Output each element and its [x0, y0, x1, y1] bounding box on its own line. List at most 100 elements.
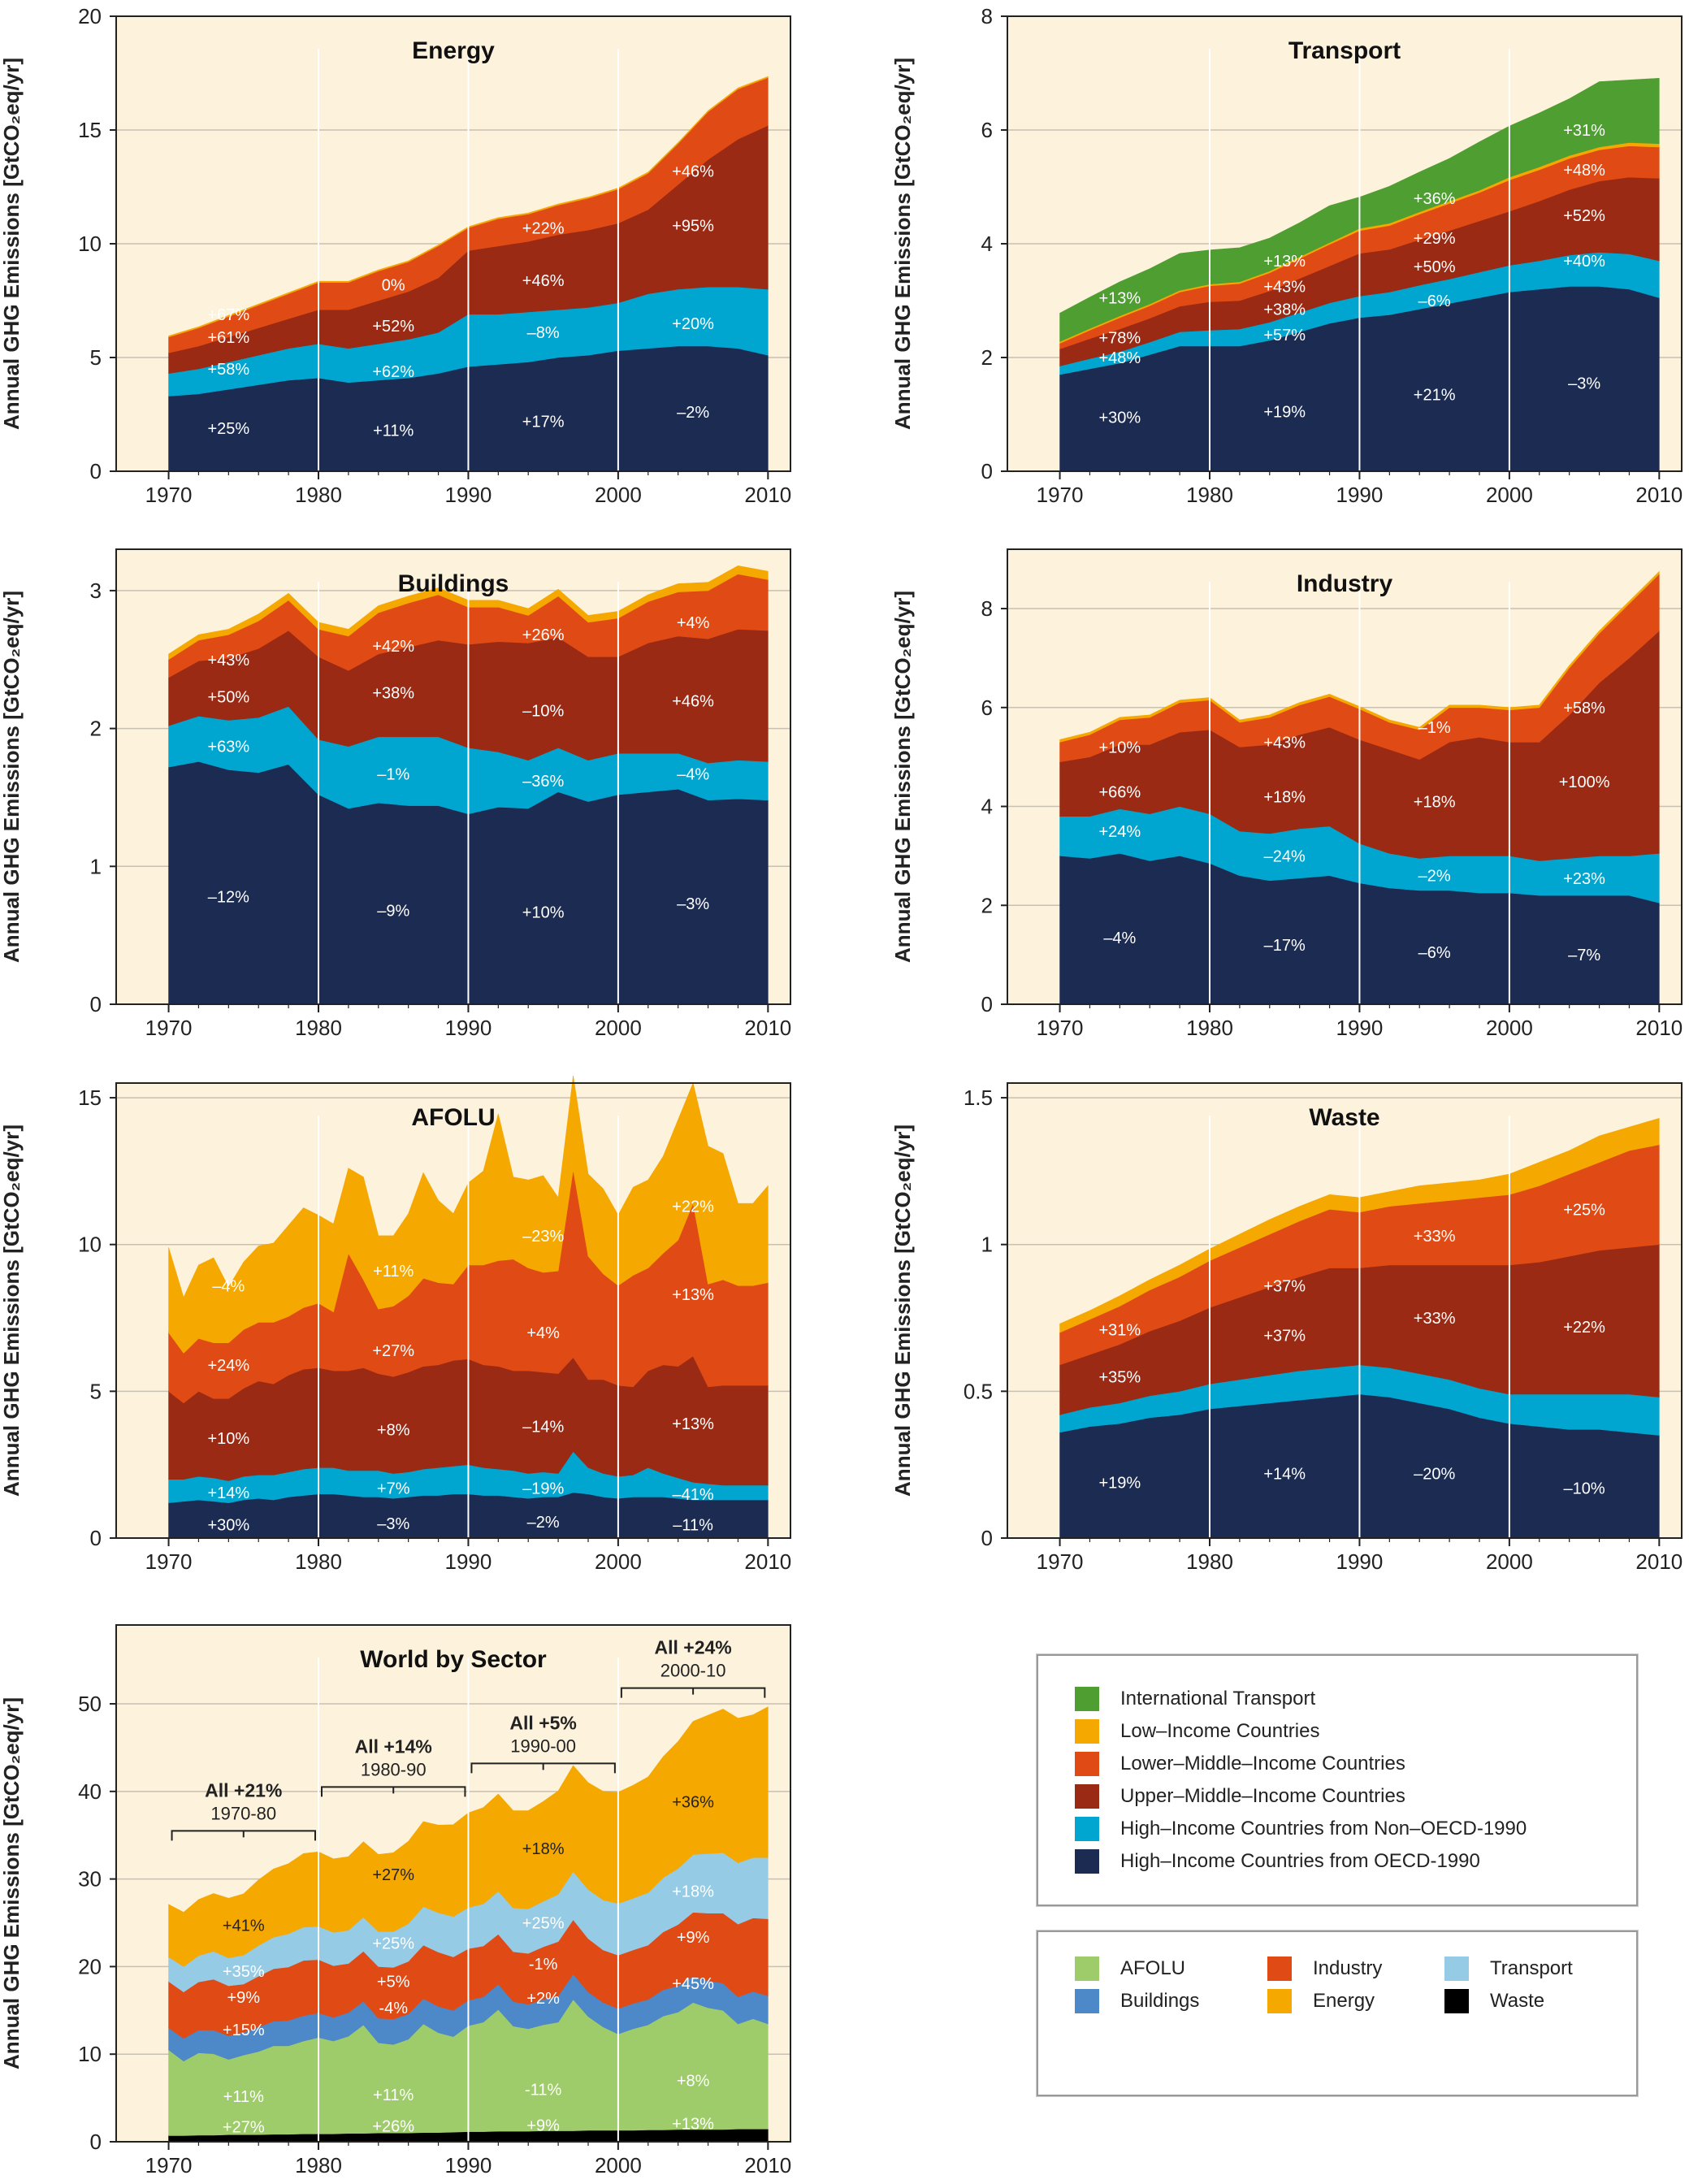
x-tick-label: 1970 [1037, 483, 1084, 507]
legend-label: Transport [1490, 1957, 1573, 1979]
legend-item: Lower–Middle–Income Countries [1075, 1752, 1405, 1776]
change-label: +38% [1263, 301, 1306, 319]
change-label: +13% [672, 1415, 714, 1433]
period-bracket [470, 1762, 616, 1774]
change-label: –17% [1264, 937, 1306, 955]
change-label: +62% [372, 363, 414, 381]
change-label: +38% [372, 684, 414, 702]
chart-afolu: 0 5 10 15 1970 1980 1990 2000 2010 Annual GHG Emi… [0, 1075, 791, 1574]
change-label: –10% [522, 703, 564, 721]
change-label: +11% [223, 2088, 264, 2106]
legend-label: Industry [1313, 1957, 1383, 1979]
change-label: +35% [223, 1963, 265, 1981]
x-tick-label: 1970 [1037, 1549, 1084, 1574]
change-label: –2% [527, 1514, 560, 1532]
legend-swatch [1075, 1849, 1099, 1874]
plot-frame [115, 1082, 791, 1539]
y-tick-label: 2 [981, 345, 993, 370]
change-label: –4% [212, 1277, 245, 1295]
chart-transport: 0 2 4 6 8 1970 1980 1990 2000 2010 Annual GHG Emis… [890, 4, 1683, 507]
legend-label: Upper–Middle–Income Countries [1120, 1785, 1405, 1807]
change-label: +45% [672, 1975, 714, 1993]
change-label: +57% [1263, 327, 1306, 344]
y-tick-label: 2 [90, 717, 102, 741]
change-label: –8% [527, 324, 560, 342]
change-label: +26% [372, 2118, 414, 2136]
change-label: +9% [227, 1989, 260, 2007]
legend-swatch [1075, 1817, 1099, 1841]
chart-industry: 0 2 4 6 8 1970 1980 1990 2000 2010 Annual GHG Emis… [890, 548, 1683, 1040]
legend-label: High–Income Countries from OECD-1990 [1120, 1850, 1480, 1872]
y-tick-label: 0 [90, 2130, 102, 2154]
x-tick-label: 1970 [145, 2153, 193, 2178]
change-label: +4% [526, 1324, 560, 1342]
change-label: –2% [677, 404, 709, 422]
x-tick-label: 1980 [295, 1549, 342, 1574]
x-tick-label: 1990 [1336, 1016, 1384, 1040]
change-label: +15% [223, 2022, 265, 2039]
change-label: +27% [372, 1342, 414, 1360]
change-label: -11% [525, 2081, 561, 2099]
change-label: +23% [1563, 870, 1605, 888]
x-tick-label: 1990 [445, 1016, 492, 1040]
legend-item: High–Income Countries from OECD-1990 [1075, 1849, 1480, 1874]
change-label: +18% [1263, 788, 1306, 806]
y-tick-label: 40 [78, 1779, 102, 1804]
chart-title: Industry [1297, 570, 1393, 597]
change-label: –2% [1418, 868, 1451, 886]
change-label: +25% [522, 1915, 565, 1933]
x-tick-label: 2010 [1635, 1016, 1683, 1040]
change-label: +95% [672, 218, 714, 236]
x-tick-label: 1990 [445, 2153, 492, 2178]
y-tick-label: 1.5 [964, 1086, 993, 1110]
change-label: +100% [1559, 774, 1610, 791]
y-tick-label: 0.5 [964, 1379, 993, 1403]
y-tick-label: 4 [981, 795, 993, 819]
change-label: –12% [208, 889, 249, 907]
change-label: +22% [672, 1198, 714, 1216]
change-label: +27% [223, 2119, 265, 2137]
y-tick-label: 10 [78, 2042, 102, 2066]
y-axis-label: Annual GHG Emissions [GtCO₂eq/yr] [0, 58, 24, 430]
change-label: +2% [526, 1990, 560, 2008]
change-label: +46% [522, 272, 565, 290]
legend-item: Industry [1267, 1956, 1382, 1981]
change-label: +10% [522, 904, 565, 921]
legend-swatch [1444, 1989, 1469, 2013]
legend-item: Transport [1444, 1956, 1573, 1981]
change-label: +11% [373, 1263, 414, 1280]
legend-sector: AFOLU Buildings Industry Energy Transport Was… [1037, 1930, 1638, 2096]
change-label: +25% [372, 1935, 414, 1952]
x-tick-label: 1980 [1186, 483, 1233, 507]
legend-item: Low–Income Countries [1075, 1719, 1319, 1744]
change-label: +58% [207, 361, 249, 379]
change-label: +52% [1563, 207, 1605, 225]
legend-swatch [1267, 1989, 1292, 2013]
change-label: +8% [677, 2073, 710, 2091]
chart-title: Energy [412, 37, 495, 64]
legend-item: Upper–Middle–Income Countries [1075, 1784, 1405, 1809]
plot-frame [115, 1624, 791, 2143]
legend-item: High–Income Countries from Non–OECD-1990 [1075, 1817, 1527, 1841]
chart-waste: 0 0.5 1 1.5 1970 1980 1990 2000 2010 Annual GHG E… [890, 1082, 1683, 1574]
x-tick-label: 2000 [595, 1549, 642, 1574]
change-label: +63% [207, 739, 249, 756]
x-tick-label: 1990 [445, 1549, 492, 1574]
change-label: –41% [673, 1486, 714, 1504]
y-tick-label: 10 [78, 1233, 102, 1257]
x-tick-label: 1990 [445, 483, 492, 507]
x-tick-label: 2000 [1486, 1549, 1533, 1574]
change-label: +43% [207, 652, 249, 670]
change-label: +46% [672, 162, 714, 180]
change-label: +30% [207, 1517, 249, 1535]
change-label: –3% [377, 1515, 409, 1533]
change-label: –20% [1414, 1466, 1455, 1484]
change-label: +30% [1098, 410, 1141, 427]
x-tick-label: 1980 [1186, 1549, 1233, 1574]
change-label: –1% [377, 766, 409, 784]
change-label: +22% [522, 219, 565, 237]
x-tick-label: 2010 [1635, 1549, 1683, 1574]
change-label: +48% [1563, 162, 1605, 180]
change-label: +41% [223, 1918, 265, 1935]
change-label: +43% [1263, 279, 1306, 297]
